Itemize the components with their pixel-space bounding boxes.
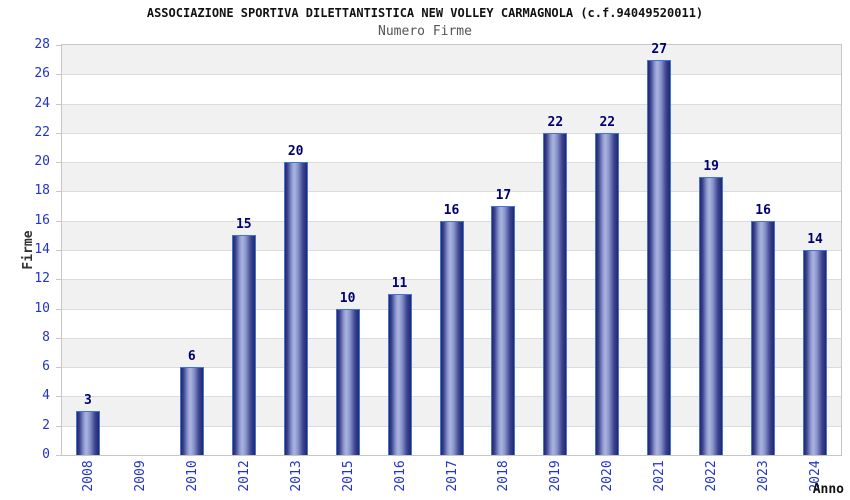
bar-value-label: 16	[755, 202, 771, 218]
y-tick-label: 28	[34, 37, 50, 52]
y-tick-label: 16	[34, 212, 50, 228]
y-tick-label: 2	[42, 417, 50, 433]
y-tick-label: 4	[42, 388, 50, 404]
bar-2024[interactable]	[803, 250, 828, 455]
chart-subtitle: Numero Firme	[378, 24, 472, 39]
y-tick-label: 20	[34, 154, 50, 170]
gridline	[62, 162, 841, 164]
y-tick-label: 10	[34, 300, 50, 316]
chart-title: ASSOCIAZIONE SPORTIVA DILETTANTISTICA NE…	[146, 6, 704, 20]
y-tick-mark	[56, 132, 62, 134]
x-tick-label: 2008	[80, 460, 96, 492]
x-tick-label: 2022	[703, 460, 719, 492]
y-tick-mark	[56, 220, 62, 222]
bar-value-label: 16	[443, 202, 460, 218]
bar-2008[interactable]	[75, 411, 100, 455]
y-tick-label: 6	[42, 359, 50, 375]
y-tick-label: 22	[34, 124, 50, 140]
x-tick-label: 2009	[132, 460, 148, 492]
gridline	[62, 132, 841, 134]
y-tick-mark	[56, 367, 62, 369]
y-tick-label: 26	[34, 66, 50, 82]
bar-value-label: 19	[703, 158, 719, 174]
bar-2017[interactable]	[439, 220, 464, 455]
x-tick-label: 2020	[599, 460, 615, 492]
x-tick-label: 2012	[236, 460, 252, 492]
bar-2013[interactable]	[283, 162, 308, 455]
y-tick-mark	[56, 103, 62, 105]
y-tick-mark	[56, 396, 62, 398]
bar-value-label: 3	[84, 393, 92, 409]
y-tick-mark	[56, 337, 62, 339]
y-tick-label: 14	[34, 242, 50, 257]
x-tick-label: 2010	[184, 460, 200, 492]
y-tick-mark	[56, 279, 62, 281]
bar-2022[interactable]	[699, 176, 724, 455]
x-tick-label: 2023	[755, 460, 771, 492]
bar-value-label: 6	[187, 349, 196, 365]
bar-value-label: 14	[807, 232, 823, 247]
y-tick-mark	[56, 425, 62, 427]
plot-area: 3 6 15 20 10 11 16 17 22 22 27 19 16 14	[62, 41, 841, 455]
x-tick-label: 2018	[495, 460, 511, 492]
background-band	[62, 103, 841, 133]
bar-2010[interactable]	[179, 367, 204, 455]
y-tick-mark	[56, 74, 62, 76]
x-tick-label: 2015	[340, 460, 356, 492]
y-tick-mark	[56, 162, 62, 164]
x-tick-label: 2021	[651, 460, 667, 492]
bar-2018[interactable]	[491, 206, 516, 455]
y-tick-mark	[56, 455, 62, 456]
bar-value-label: 11	[391, 275, 408, 291]
y-tick-mark	[56, 308, 62, 310]
x-tick-label: 2013	[288, 460, 304, 492]
bar-value-label: 15	[235, 217, 252, 233]
x-axis-title: Anno	[812, 482, 844, 497]
x-tick-label: 2017	[444, 460, 459, 492]
bar-2015[interactable]	[335, 308, 360, 455]
y-tick-mark	[56, 45, 62, 46]
y-tick-label: 24	[34, 95, 50, 111]
x-tick-label: 2019	[547, 460, 563, 492]
y-tick-mark	[56, 250, 62, 251]
bar-value-label: 22	[547, 114, 564, 130]
y-tick-label: 12	[34, 271, 50, 287]
bar-value-label: 27	[651, 41, 668, 57]
bar-2020[interactable]	[595, 132, 620, 455]
y-tick-label: 0	[42, 447, 50, 462]
y-tick-label: 18	[34, 183, 50, 199]
gridline	[62, 191, 841, 193]
y-tick-mark	[56, 191, 62, 193]
bar-2016[interactable]	[387, 293, 412, 455]
bar-value-label: 22	[599, 114, 616, 130]
bar-2012[interactable]	[231, 235, 256, 455]
bar-2019[interactable]	[543, 132, 568, 455]
bar-value-label: 10	[339, 290, 356, 306]
bar-value-label: 17	[495, 188, 512, 204]
bar-2023[interactable]	[751, 220, 776, 455]
gridline	[62, 74, 841, 76]
gridline	[62, 103, 841, 105]
background-band	[62, 45, 841, 75]
bar-value-label: 20	[287, 144, 304, 160]
y-tick-label: 8	[42, 329, 50, 345]
bar-2021[interactable]	[647, 59, 672, 455]
x-tick-label: 2016	[392, 460, 408, 492]
